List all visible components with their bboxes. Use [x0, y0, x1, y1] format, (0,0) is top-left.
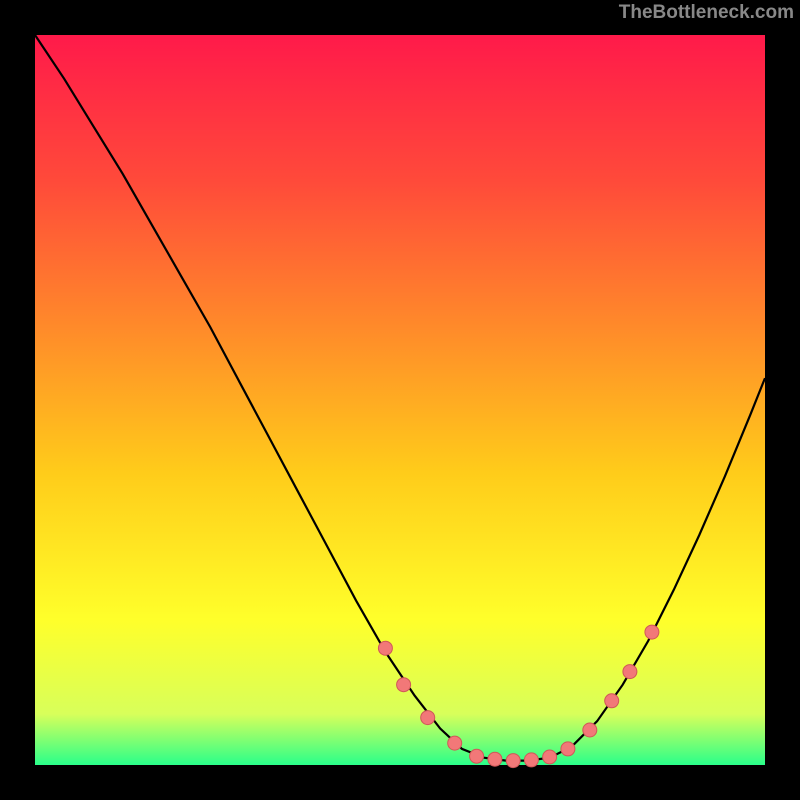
marker-dot	[524, 753, 538, 767]
marker-dot	[421, 711, 435, 725]
curve-line	[35, 35, 765, 761]
marker-dot	[448, 736, 462, 750]
marker-dot	[378, 641, 392, 655]
marker-dot	[583, 723, 597, 737]
marker-dot	[397, 678, 411, 692]
marker-dot	[470, 749, 484, 763]
marker-dot	[506, 754, 520, 768]
chart-svg	[0, 0, 800, 800]
watermark-text: TheBottleneck.com	[619, 2, 794, 24]
marker-dot	[561, 742, 575, 756]
marker-dot	[543, 750, 557, 764]
marker-group	[378, 625, 659, 768]
marker-dot	[623, 665, 637, 679]
marker-dot	[488, 752, 502, 766]
marker-dot	[605, 694, 619, 708]
marker-dot	[645, 625, 659, 639]
